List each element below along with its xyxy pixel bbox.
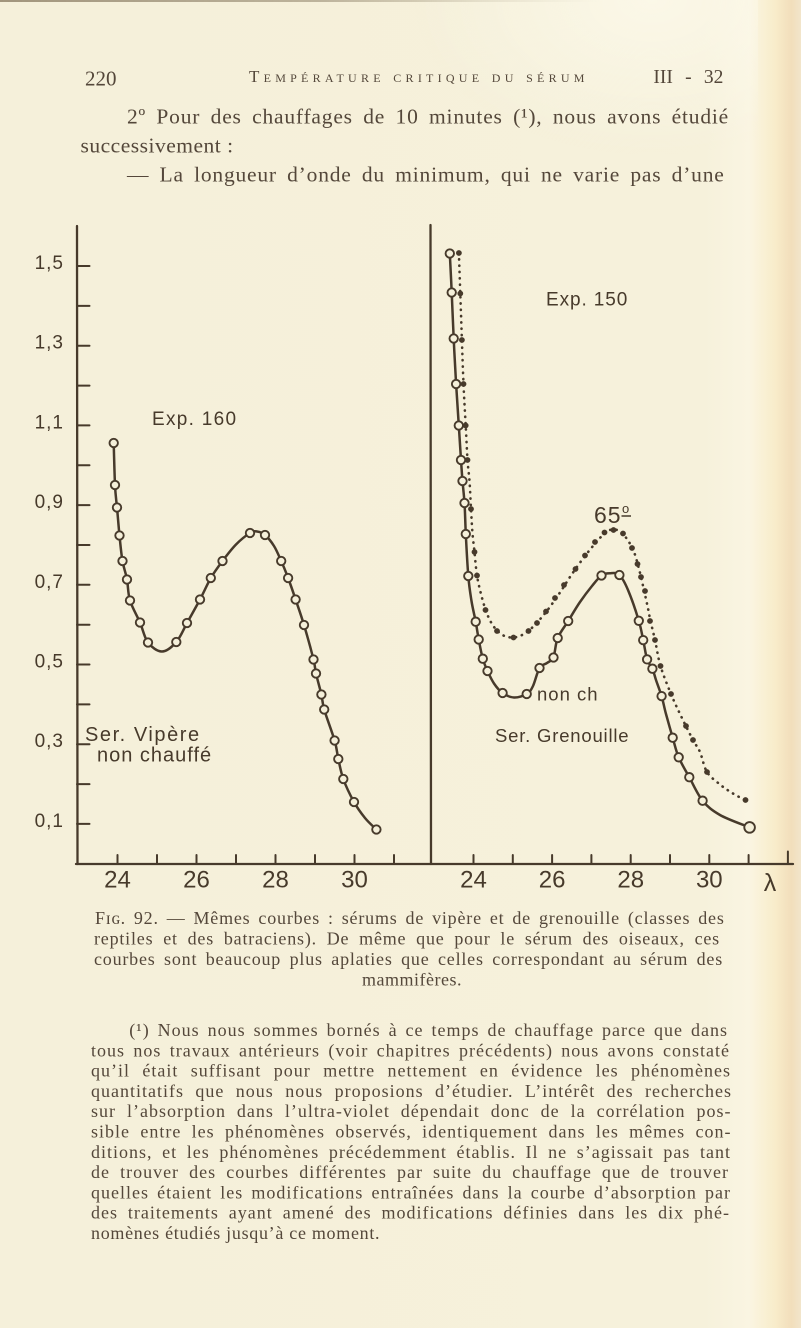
- svg-text:65: 65: [594, 502, 622, 528]
- svg-text:Exp. 150: Exp. 150: [546, 290, 628, 311]
- svg-text:sible entre les phénomènes obs: sible entre les phénomènes observés, ide…: [91, 1122, 732, 1142]
- svg-text:de trouver des courbes différe: de trouver des courbes différentes par s…: [91, 1162, 729, 1182]
- svg-text:sur l’absorption dans l’ultra-: sur l’absorption dans l’ultra-violet dép…: [91, 1101, 731, 1121]
- svg-text:tous nos travaux antérieurs (v: tous nos travaux antérieurs (voir chapit…: [91, 1040, 730, 1061]
- svg-text:26: 26: [539, 867, 566, 894]
- svg-text:quelles étaient les modificati: quelles étaient les modifications entraî…: [91, 1182, 731, 1202]
- svg-text:26: 26: [183, 867, 210, 894]
- svg-text:successivement :: successivement :: [81, 134, 234, 158]
- svg-text:1,3: 1,3: [35, 333, 64, 354]
- svg-text:Exp. 160: Exp. 160: [152, 409, 237, 430]
- svg-text:Fɪɢ. 92. — Mêmes courbes : sér: Fɪɢ. 92. — Mêmes courbes : sérums de vip…: [95, 908, 725, 929]
- svg-text:220: 220: [85, 67, 117, 91]
- svg-text:1,5: 1,5: [35, 253, 64, 274]
- svg-text:(¹) Nous nous sommes bornés à: (¹) Nous nous sommes bornés à ce temps d…: [129, 1020, 728, 1041]
- svg-text:2º Pour des chauffages de 10 m: 2º Pour des chauffages de 10 minutes (¹)…: [127, 104, 729, 128]
- svg-text:reptiles et des batraciens). D: reptiles et des batraciens). De même que…: [94, 929, 720, 950]
- svg-text:Ser. Grenouille: Ser. Grenouille: [495, 725, 629, 746]
- svg-text:III - 32: III - 32: [653, 67, 723, 88]
- svg-text:30: 30: [696, 867, 723, 894]
- svg-text:— La longueur d’onde du minimu: — La longueur d’onde du minimum, qui ne …: [126, 163, 725, 187]
- svg-text:mammifères.: mammifères.: [362, 970, 462, 990]
- svg-text:0,1: 0,1: [35, 811, 64, 832]
- svg-text:28: 28: [262, 867, 289, 894]
- svg-text:λ: λ: [764, 869, 778, 897]
- svg-text:1,1: 1,1: [35, 412, 64, 433]
- svg-text:0,5: 0,5: [35, 652, 64, 673]
- svg-text:28: 28: [617, 867, 644, 894]
- svg-text:qu’il était suffisant pour met: qu’il était suffisant pour mettre nettem…: [91, 1061, 731, 1081]
- svg-text:nomènes étudiés jusqu’à ce mom: nomènes étudiés jusqu’à ce moment.: [91, 1223, 380, 1243]
- svg-text:24: 24: [104, 867, 131, 894]
- svg-text:24: 24: [460, 867, 487, 894]
- svg-text:non ch: non ch: [537, 684, 599, 705]
- svg-text:des traitements ayant amené de: des traitements ayant amené des modifica…: [91, 1203, 730, 1223]
- svg-text:o: o: [622, 501, 630, 516]
- svg-text:0,9: 0,9: [35, 492, 64, 513]
- svg-text:courbes sont beaucoup plus apl: courbes sont beaucoup plus aplaties que …: [94, 949, 723, 969]
- svg-text:30: 30: [341, 867, 368, 894]
- svg-text:non chauffé: non chauffé: [97, 745, 212, 767]
- svg-text:0,3: 0,3: [35, 731, 64, 752]
- svg-text:Ser. Vipère: Ser. Vipère: [85, 724, 201, 746]
- svg-text:quantitatifs que nous nous pro: quantitatifs que nous nous proposions d’…: [91, 1081, 732, 1101]
- svg-text:ditions, et les phénomènes pré: ditions, et les phénomènes précédemment …: [91, 1142, 731, 1162]
- svg-text:Température critique du sérum: Température critique du sérum: [249, 67, 589, 86]
- svg-text:0,7: 0,7: [35, 572, 64, 593]
